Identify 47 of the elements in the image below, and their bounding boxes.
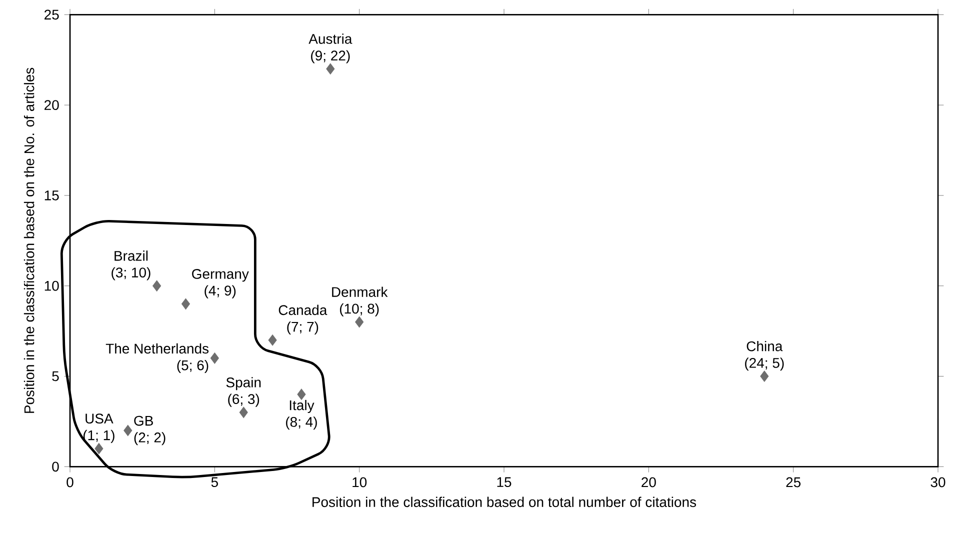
data-label: (7; 7): [287, 321, 318, 334]
y-axis-title: Position in the classification based on the No. of articles: [24, 68, 34, 413]
y-tick-label: 0: [52, 462, 59, 472]
x-tick-label: 25: [786, 477, 801, 488]
point: [760, 370, 769, 382]
y-tick-label: 20: [44, 100, 59, 110]
point: [152, 280, 162, 292]
annotation: USA: [86, 414, 114, 424]
point: [124, 424, 132, 436]
y-tick-label: 5: [52, 371, 59, 382]
data-label: (3; 10): [112, 267, 150, 280]
data-label: (9; 22): [311, 50, 350, 64]
data-label: (10; 8): [340, 303, 379, 316]
point: [210, 352, 219, 364]
data-label: (24; 5): [745, 358, 784, 371]
annotation: GB: [134, 416, 153, 426]
data-label: (5; 6): [177, 360, 208, 374]
x-tick-label: 0: [66, 477, 74, 488]
point: [239, 406, 248, 418]
point: [181, 298, 190, 310]
y-tick-label: 15: [44, 190, 59, 200]
x-axis-title: Position in the classification based on total number of citations: [312, 496, 696, 508]
annotation: Italy: [290, 400, 314, 413]
data-label: (2; 2): [134, 432, 166, 446]
x-tick-label: 15: [497, 477, 512, 488]
x-tick-label: 30: [930, 477, 946, 488]
point: [94, 442, 104, 454]
annotation: Canada: [278, 304, 328, 316]
x-tick-label: 10: [352, 477, 367, 488]
annotation: The Netherlands: [106, 343, 209, 354]
annotation: Austria: [308, 34, 352, 44]
annotation: Spain: [226, 377, 261, 390]
annotation: Brazil: [114, 250, 148, 261]
point: [326, 63, 335, 74]
point: [297, 388, 306, 400]
y-tick-label: 25: [44, 10, 59, 20]
x-tick-label: 20: [642, 477, 656, 488]
x-tick-label: 5: [211, 477, 218, 488]
annotation: Germany: [192, 269, 249, 282]
annotation: Denmark: [332, 286, 388, 297]
point: [268, 334, 277, 346]
data-label: (6; 3): [228, 394, 260, 407]
annotation: China: [746, 340, 783, 352]
point: [355, 316, 364, 328]
y-tick-label: 10: [44, 280, 59, 291]
data-label: (8; 4): [286, 416, 317, 430]
data-label: (4; 9): [204, 285, 236, 298]
